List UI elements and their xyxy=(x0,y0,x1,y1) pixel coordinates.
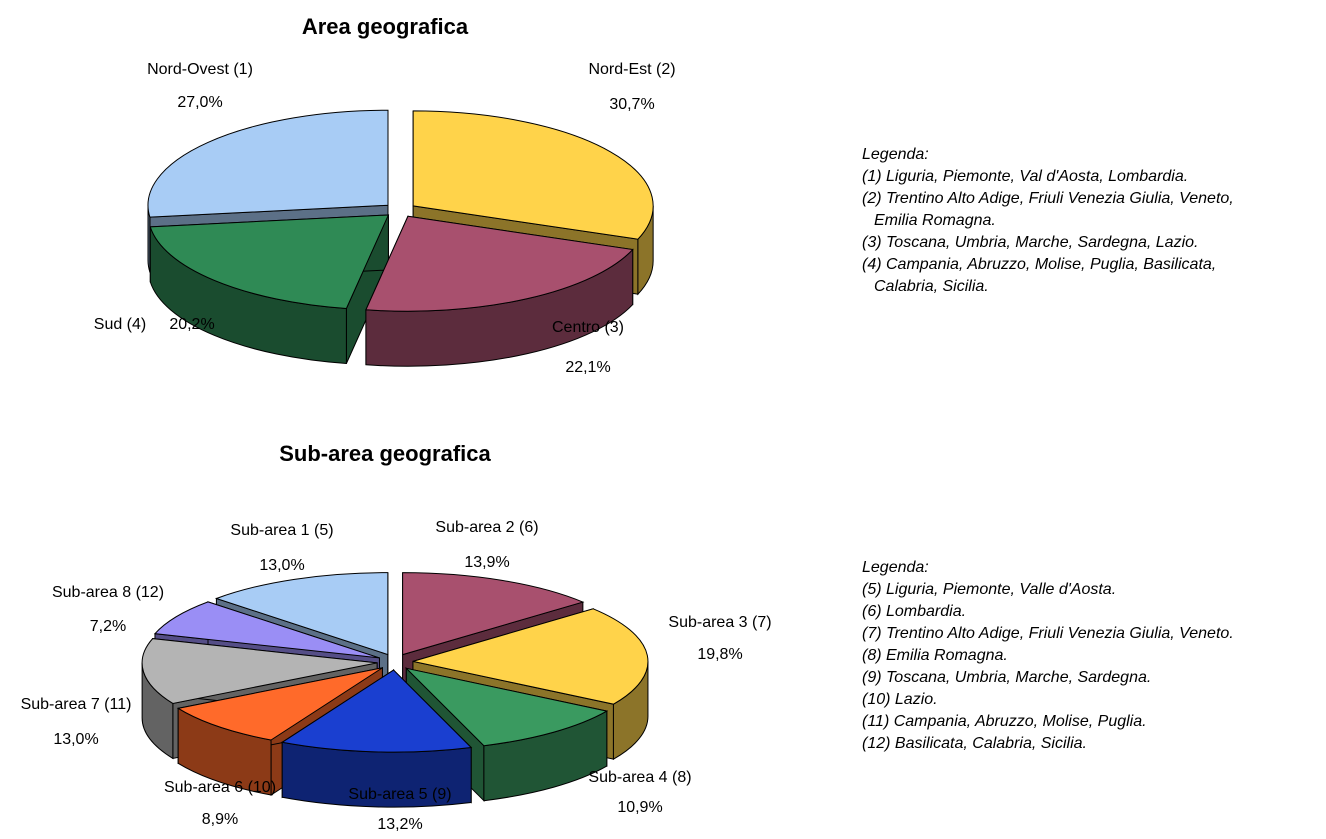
slice-label: Sub-area 5 (9) xyxy=(348,786,451,803)
slice-value-label: 13,0% xyxy=(53,731,98,748)
slice-value-label: 22,1% xyxy=(565,359,610,376)
legend-item: (6) Lombardia. xyxy=(862,603,966,620)
slice-label: Sub-area 4 (8) xyxy=(588,769,691,786)
pie-slice xyxy=(404,667,609,802)
slice-value-label: 10,9% xyxy=(617,799,662,816)
slice-value-label: 8,9% xyxy=(202,811,238,828)
legend-item: (10) Lazio. xyxy=(862,691,938,708)
slice-label: Sub-area 2 (6) xyxy=(435,519,538,536)
pie-slice xyxy=(280,668,473,808)
chart-title: Sub-area geografica xyxy=(279,441,491,466)
legend-title: Legenda: xyxy=(862,146,929,163)
legend-item: (7) Trentino Alto Adige, Friuli Venezia … xyxy=(862,625,1234,642)
slice-top xyxy=(412,110,654,240)
slice-label: Sub-area 8 (12) xyxy=(52,584,164,601)
legend-item: (4) Campania, Abruzzo, Molise, Puglia, B… xyxy=(862,256,1216,273)
slice-label: Sub-area 6 (10) xyxy=(164,779,276,796)
slice-top xyxy=(147,109,389,218)
slice-top xyxy=(402,572,585,656)
slice-top xyxy=(365,215,634,312)
slice-top xyxy=(141,638,378,704)
slice-value-label: 19,8% xyxy=(697,646,742,663)
slice-value-label: 13,2% xyxy=(377,816,422,833)
slice-label: Sub-area 3 (7) xyxy=(668,614,771,631)
legend-item: (8) Emilia Romagna. xyxy=(862,647,1008,664)
slice-value-label: 13,9% xyxy=(464,554,509,571)
slice-label: Sub-area 7 (11) xyxy=(21,696,132,713)
slice-top xyxy=(214,572,389,656)
slice-value-label: 30,7% xyxy=(609,96,654,113)
legend-item: (12) Basilicata, Calabria, Sicilia. xyxy=(862,735,1087,752)
slice-top xyxy=(153,601,380,659)
legend-title: Legenda: xyxy=(862,559,929,576)
slice-label: Sud (4) xyxy=(94,316,146,333)
pie-slice xyxy=(149,214,390,365)
slice-top xyxy=(280,669,473,753)
chart-title: Area geografica xyxy=(302,14,469,39)
slice-value-label: 13,0% xyxy=(259,557,304,574)
slice-label: Sub-area 1 (5) xyxy=(230,522,333,539)
legend-item: (1) Liguria, Piemonte, Val d'Aosta, Lomb… xyxy=(862,168,1188,185)
legend-item: (11) Campania, Abruzzo, Molise, Puglia. xyxy=(862,713,1147,730)
slice-value-label: 27,0% xyxy=(177,94,222,111)
slice-value-label: 7,2% xyxy=(90,618,126,635)
legend-item: (9) Toscana, Umbria, Marche, Sardegna. xyxy=(862,669,1151,686)
legend-item: (5) Liguria, Piemonte, Valle d'Aosta. xyxy=(862,581,1116,598)
slice-top xyxy=(404,667,609,747)
slice-top xyxy=(412,608,649,705)
slice-label: Nord-Est (2) xyxy=(588,61,675,78)
legend-item: (2) Trentino Alto Adige, Friuli Venezia … xyxy=(862,190,1234,207)
slice-label: Centro (3) xyxy=(552,319,624,336)
slice-label: Nord-Ovest (1) xyxy=(147,61,253,78)
legend-item: (3) Toscana, Umbria, Marche, Sardegna, L… xyxy=(862,234,1198,251)
slice-top xyxy=(176,667,383,741)
slice-top xyxy=(149,214,390,310)
pie-slice xyxy=(365,215,634,367)
legend-item: Calabria, Sicilia. xyxy=(874,278,989,295)
slice-value-label: 20,2% xyxy=(169,316,214,333)
legend-item: Emilia Romagna. xyxy=(874,212,996,229)
